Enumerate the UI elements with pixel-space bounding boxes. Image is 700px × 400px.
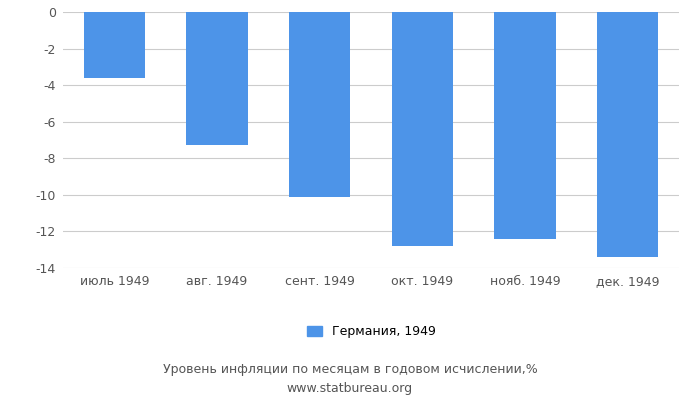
Bar <box>597 12 659 257</box>
Bar <box>289 12 351 197</box>
Bar <box>186 12 248 146</box>
Text: www.statbureau.org: www.statbureau.org <box>287 382 413 395</box>
Bar <box>494 12 556 239</box>
Legend: Германия, 1949: Германия, 1949 <box>307 326 435 338</box>
Text: Уровень инфляции по месяцам в годовом исчислении,%: Уровень инфляции по месяцам в годовом ис… <box>162 364 538 376</box>
Bar <box>83 12 145 78</box>
Bar <box>391 12 453 246</box>
